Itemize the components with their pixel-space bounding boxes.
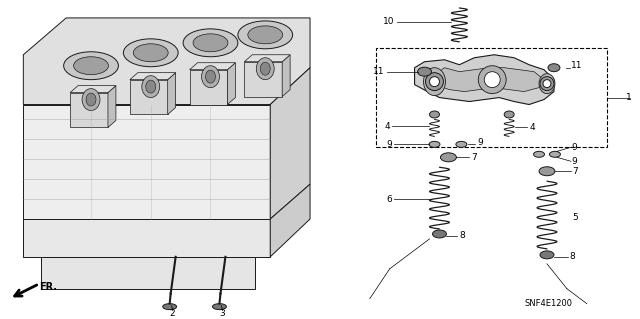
- Ellipse shape: [183, 29, 238, 57]
- Polygon shape: [41, 257, 255, 289]
- Ellipse shape: [417, 67, 431, 76]
- Ellipse shape: [256, 58, 274, 80]
- Ellipse shape: [429, 111, 440, 118]
- Ellipse shape: [504, 111, 514, 118]
- Ellipse shape: [429, 141, 440, 147]
- Polygon shape: [244, 55, 290, 62]
- Polygon shape: [70, 85, 116, 93]
- Text: 9: 9: [572, 157, 578, 166]
- Text: 7: 7: [572, 167, 578, 176]
- Ellipse shape: [540, 251, 554, 259]
- Text: 7: 7: [471, 153, 477, 162]
- Polygon shape: [227, 63, 236, 105]
- Ellipse shape: [456, 141, 467, 147]
- Ellipse shape: [163, 304, 177, 310]
- Polygon shape: [130, 80, 168, 115]
- Polygon shape: [23, 219, 270, 257]
- Circle shape: [478, 66, 506, 93]
- Polygon shape: [70, 93, 108, 127]
- Polygon shape: [189, 70, 227, 105]
- Ellipse shape: [212, 304, 227, 310]
- Circle shape: [543, 80, 551, 88]
- Ellipse shape: [86, 93, 96, 106]
- Polygon shape: [431, 68, 544, 92]
- Text: 2: 2: [170, 309, 175, 318]
- Ellipse shape: [534, 151, 545, 157]
- Polygon shape: [23, 18, 310, 105]
- Polygon shape: [270, 68, 310, 219]
- Ellipse shape: [424, 68, 445, 96]
- Ellipse shape: [205, 70, 216, 83]
- Text: 9: 9: [572, 143, 578, 152]
- Ellipse shape: [124, 39, 178, 67]
- Ellipse shape: [142, 76, 160, 98]
- Polygon shape: [168, 73, 175, 115]
- Text: 5: 5: [572, 212, 578, 221]
- Text: 9: 9: [386, 140, 392, 149]
- Ellipse shape: [548, 64, 560, 72]
- Text: 4: 4: [529, 123, 534, 132]
- Ellipse shape: [248, 26, 283, 44]
- Text: 9: 9: [477, 138, 483, 147]
- Text: 8: 8: [569, 252, 575, 261]
- Ellipse shape: [146, 80, 156, 93]
- Ellipse shape: [440, 153, 456, 162]
- Text: 4: 4: [384, 122, 390, 131]
- Text: 3: 3: [220, 309, 225, 318]
- Ellipse shape: [238, 21, 292, 49]
- Circle shape: [484, 72, 500, 88]
- Ellipse shape: [202, 66, 220, 88]
- Text: 11: 11: [373, 67, 385, 76]
- Text: FR.: FR.: [39, 282, 57, 292]
- Text: 1: 1: [626, 93, 632, 102]
- Ellipse shape: [133, 44, 168, 62]
- Polygon shape: [415, 55, 554, 105]
- Text: 8: 8: [460, 232, 465, 241]
- Circle shape: [429, 77, 440, 87]
- Ellipse shape: [260, 62, 270, 75]
- Ellipse shape: [63, 52, 118, 80]
- Polygon shape: [282, 55, 290, 97]
- Polygon shape: [23, 105, 270, 219]
- Ellipse shape: [539, 74, 555, 93]
- Text: 6: 6: [386, 195, 392, 204]
- Polygon shape: [270, 184, 310, 257]
- Ellipse shape: [193, 34, 228, 52]
- Ellipse shape: [550, 151, 561, 157]
- Polygon shape: [189, 63, 236, 70]
- Polygon shape: [108, 85, 116, 127]
- Ellipse shape: [82, 89, 100, 110]
- Polygon shape: [130, 73, 175, 80]
- Text: 10: 10: [383, 18, 395, 26]
- Ellipse shape: [433, 230, 447, 238]
- Text: SNF4E1200: SNF4E1200: [525, 299, 573, 308]
- Polygon shape: [244, 62, 282, 97]
- Text: 11: 11: [571, 61, 582, 70]
- Circle shape: [540, 77, 554, 91]
- Ellipse shape: [74, 57, 108, 75]
- Circle shape: [426, 73, 444, 91]
- Ellipse shape: [539, 167, 555, 176]
